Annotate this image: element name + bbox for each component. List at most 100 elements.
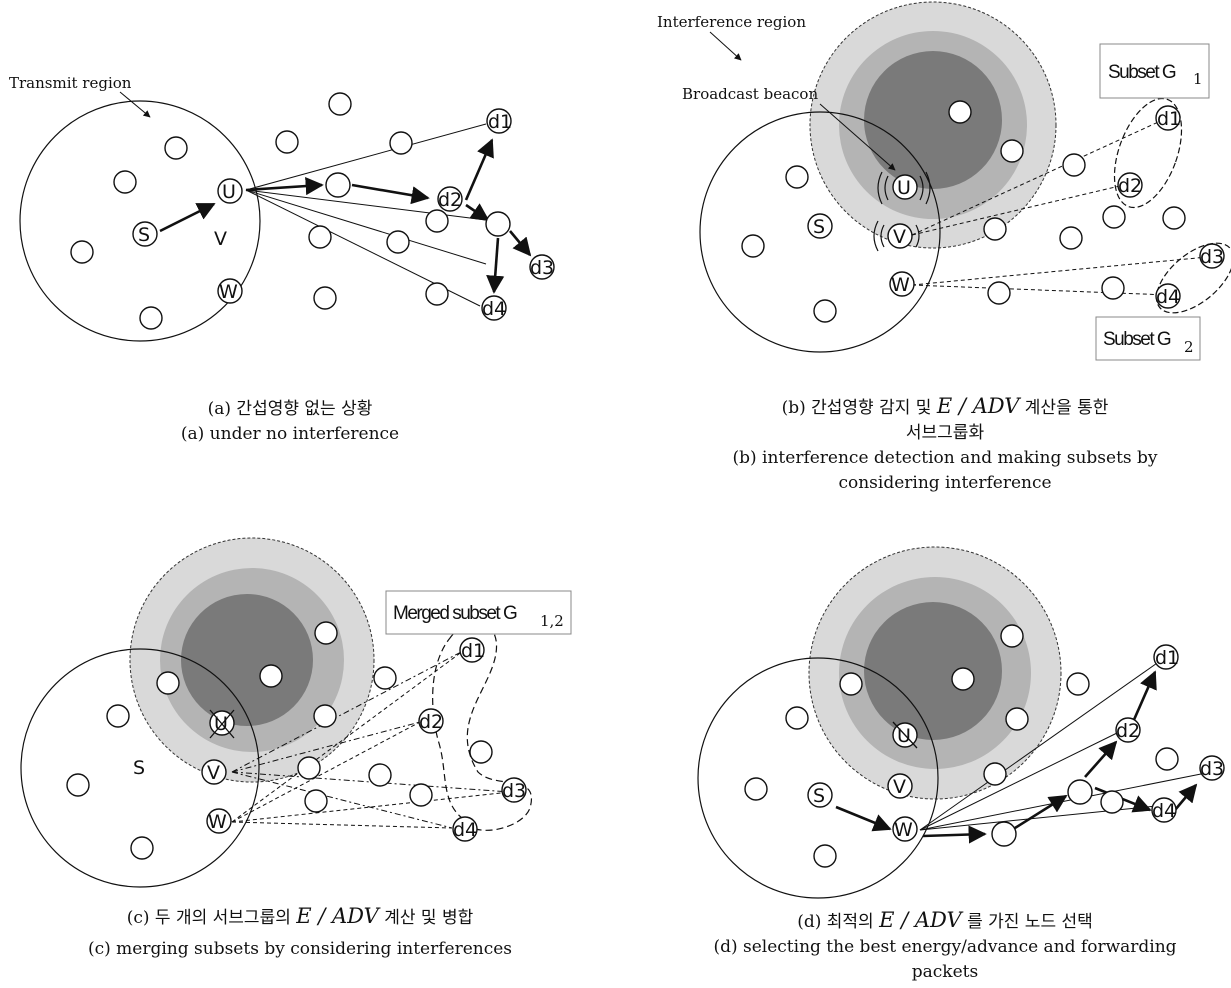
- svg-text:V: V: [893, 776, 906, 798]
- svg-text:d3: d3: [502, 780, 526, 802]
- other-nodes-d: [744, 624, 1179, 868]
- node-d1-d: d1: [1153, 644, 1179, 670]
- node-w-a: W: [217, 278, 243, 304]
- svg-text:S: S: [133, 757, 145, 779]
- svg-text:d1: d1: [1157, 108, 1181, 130]
- caption-b-formula: E / ADV: [936, 394, 1020, 418]
- svg-text:V: V: [893, 226, 906, 248]
- node-d1-b: d1: [1155, 105, 1181, 131]
- node-d1-a: d1: [486, 108, 512, 134]
- node-d3-a: d3: [529, 254, 555, 280]
- broadcast-beacon-label: Broadcast beacon: [682, 85, 818, 103]
- svg-text:V: V: [207, 762, 220, 784]
- svg-text:W: W: [891, 274, 910, 296]
- transmit-region-circle-c: [20, 648, 260, 888]
- svg-text:S: S: [138, 224, 150, 246]
- svg-text:d3: d3: [530, 257, 554, 279]
- node-s-d: S: [807, 782, 833, 808]
- svg-text:d3: d3: [1200, 246, 1224, 268]
- node-w-b: W: [889, 271, 915, 297]
- caption-b-en-1: (b) interference detection and making su…: [732, 448, 1158, 468]
- svg-text:Merged subset G: Merged subset G: [393, 603, 517, 624]
- interference-region: [809, 1, 1057, 249]
- caption-d-en-1: (d) selecting the best energy/advance an…: [713, 937, 1177, 957]
- node-d3-b: d3: [1199, 243, 1225, 269]
- panel-c: Merged subset G 1,2 S U V W d1: [20, 537, 572, 888]
- svg-text:d4: d4: [1156, 286, 1180, 308]
- svg-text:d4: d4: [482, 298, 506, 320]
- interference-region-c: [129, 537, 375, 783]
- transmit-region-circle-b: [699, 111, 941, 353]
- node-d4-d: d4: [1151, 797, 1177, 823]
- svg-text:1: 1: [1193, 70, 1203, 88]
- other-nodes: [70, 92, 511, 330]
- node-u-b: U: [892, 174, 918, 200]
- merged-links-w: [231, 650, 511, 829]
- svg-text:S: S: [813, 785, 825, 807]
- node-d2-a: d2: [437, 186, 463, 212]
- node-d3-d: d3: [1199, 755, 1225, 781]
- svg-text:Subset G: Subset G: [1108, 62, 1176, 83]
- node-v-b: V: [887, 223, 913, 249]
- svg-text:1,2: 1,2: [540, 612, 564, 630]
- caption-c: (c) 두 개의 서브그룹의 E / ADV 계산 및 병합 (c) mergi…: [40, 904, 560, 962]
- node-u-a: U: [217, 178, 243, 204]
- svg-text:S: S: [813, 216, 825, 238]
- node-v-d: V: [887, 773, 913, 799]
- merged-links: [231, 650, 511, 829]
- node-d4-c: d4: [452, 816, 478, 842]
- caption-a-en: (a) under no interference: [180, 424, 400, 444]
- broadcast-pointer: [819, 103, 896, 171]
- svg-text:d1: d1: [1155, 647, 1179, 669]
- svg-text:d2: d2: [1116, 720, 1140, 742]
- svg-text:W: W: [219, 281, 238, 303]
- caption-d-ko-pre: (d) 최적의: [797, 912, 874, 932]
- svg-text:d2: d2: [438, 189, 462, 211]
- subset-g2-ellipse: [1155, 242, 1231, 314]
- node-d2-d: d2: [1115, 717, 1141, 743]
- interference-region-d: [808, 546, 1062, 800]
- caption-d-ko-post: 를 가진 노드 선택: [967, 912, 1093, 932]
- caption-b-ko-pre: (b) 간섭영향 감지 및: [781, 398, 932, 418]
- interference-region-label: Interference region: [657, 13, 806, 31]
- svg-text:d4: d4: [453, 819, 477, 841]
- transmit-region-label: Transmit region: [9, 74, 132, 92]
- subset-links: [911, 117, 1219, 296]
- svg-text:2: 2: [1184, 338, 1194, 356]
- panel-d: S U V W d1 d2 d3 d4: [697, 546, 1225, 899]
- node-s-a: S: [132, 221, 158, 247]
- svg-text:W: W: [208, 811, 227, 833]
- svg-text:Subset G: Subset G: [1103, 329, 1171, 350]
- caption-a: (a) 간섭영향 없는 상황 (a) under no interference: [70, 397, 510, 447]
- node-s-c: S: [133, 757, 145, 779]
- beacon-waves: [873, 171, 931, 252]
- caption-c-ko: (c) 두 개의 서브그룹의 E / ADV 계산 및 병합: [40, 904, 560, 931]
- transmit-region-circle-d: [697, 657, 939, 899]
- svg-text:d2: d2: [419, 711, 443, 733]
- caption-c-formula: E / ADV: [296, 904, 379, 928]
- caption-b-ko: (b) 간섭영향 감지 및 E / ADV 계산을 통한: [660, 394, 1230, 421]
- caption-d-en-2: packets: [911, 962, 979, 982]
- transmit-region-circle: [19, 100, 261, 342]
- node-v-a: V: [214, 228, 227, 250]
- caption-d: (d) 최적의 E / ADV 를 가진 노드 선택 (d) selecting…: [665, 908, 1225, 985]
- svg-text:W: W: [894, 819, 913, 841]
- other-nodes-b: [741, 100, 1186, 323]
- forwarding-path: [159, 138, 532, 294]
- node-d1-c: d1: [459, 637, 485, 663]
- node-s-b: S: [807, 213, 833, 239]
- caption-a-ko: (a) 간섭영향 없는 상황: [207, 399, 373, 419]
- svg-text:d3: d3: [1200, 758, 1224, 780]
- node-d2-c: d2: [418, 708, 444, 734]
- svg-text:d1: d1: [488, 111, 512, 133]
- node-u-c: U: [209, 709, 235, 739]
- other-nodes-c: [66, 621, 493, 860]
- svg-text:V: V: [214, 228, 227, 250]
- svg-text:U: U: [897, 177, 911, 199]
- transmit-region-pointer: [119, 91, 151, 118]
- node-d2-b: d2: [1117, 172, 1143, 198]
- caption-b: (b) 간섭영향 감지 및 E / ADV 계산을 통한 서브그룹화 (b) i…: [660, 394, 1230, 496]
- node-d4-b: d4: [1155, 283, 1181, 309]
- node-d4-a: d4: [481, 295, 507, 321]
